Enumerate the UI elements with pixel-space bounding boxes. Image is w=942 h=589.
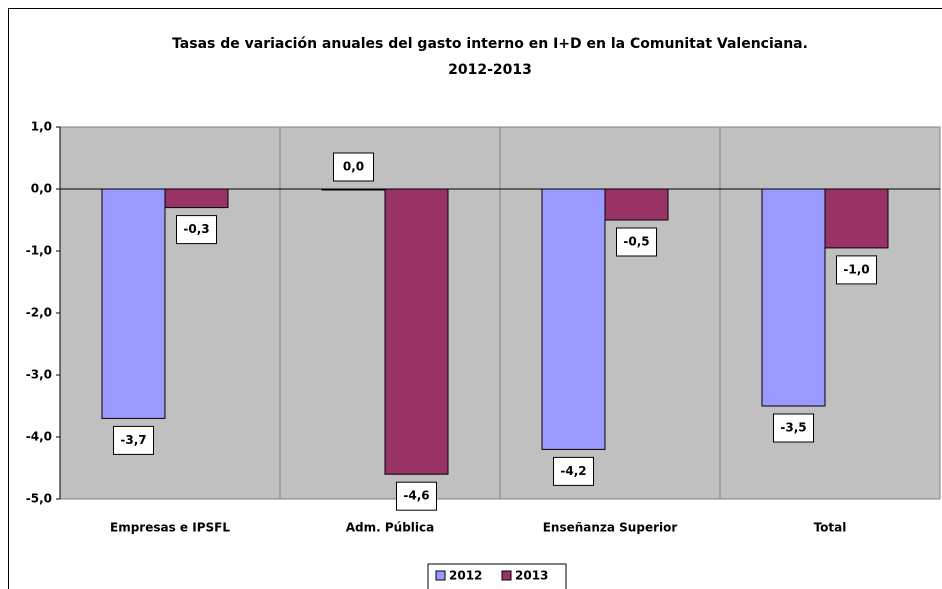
data-label: -4,6 xyxy=(403,489,429,503)
legend-swatch xyxy=(501,570,512,581)
data-label: -0,3 xyxy=(183,222,209,236)
legend-swatch xyxy=(435,570,446,581)
y-tick-label: -5,0 xyxy=(26,492,52,506)
y-tick-label: -1,0 xyxy=(26,244,52,258)
data-label-box xyxy=(616,227,657,257)
data-label: -3,5 xyxy=(780,421,806,435)
bar xyxy=(384,188,449,475)
bar xyxy=(604,188,669,221)
x-tick-label: Total xyxy=(814,521,847,535)
legend-label: 2012 xyxy=(449,569,482,583)
bar xyxy=(541,188,606,450)
data-label-box xyxy=(773,413,814,443)
data-label-box xyxy=(176,215,217,245)
chart-title: Tasas de variación anuales del gasto int… xyxy=(172,36,808,52)
y-tick-label: -3,0 xyxy=(26,368,52,382)
y-tick-label: -4,0 xyxy=(26,430,52,444)
data-label-box xyxy=(113,425,154,455)
bar xyxy=(824,188,889,249)
data-label: -3,7 xyxy=(120,433,146,447)
bar xyxy=(761,188,826,407)
data-label: -1,0 xyxy=(843,262,869,276)
legend-box xyxy=(427,563,567,589)
y-tick-label: -2,0 xyxy=(26,306,52,320)
bar xyxy=(164,188,229,209)
x-tick-label: Enseñanza Superior xyxy=(543,521,678,535)
data-label: 0,0 xyxy=(343,160,364,174)
bar xyxy=(101,188,166,419)
data-label-box xyxy=(333,152,374,182)
data-label-box xyxy=(396,481,437,511)
data-label-box xyxy=(836,255,877,285)
legend-label: 2013 xyxy=(515,569,548,583)
data-label: -0,5 xyxy=(623,235,649,249)
data-label-box xyxy=(553,456,594,486)
y-tick-label: 0,0 xyxy=(31,182,52,196)
x-tick-label: Empresas e IPSFL xyxy=(110,521,230,535)
y-tick-label: 1,0 xyxy=(31,120,52,134)
data-label: -4,2 xyxy=(560,464,586,478)
x-tick-label: Adm. Pública xyxy=(346,521,434,535)
chart-title: 2012-2013 xyxy=(448,62,532,78)
